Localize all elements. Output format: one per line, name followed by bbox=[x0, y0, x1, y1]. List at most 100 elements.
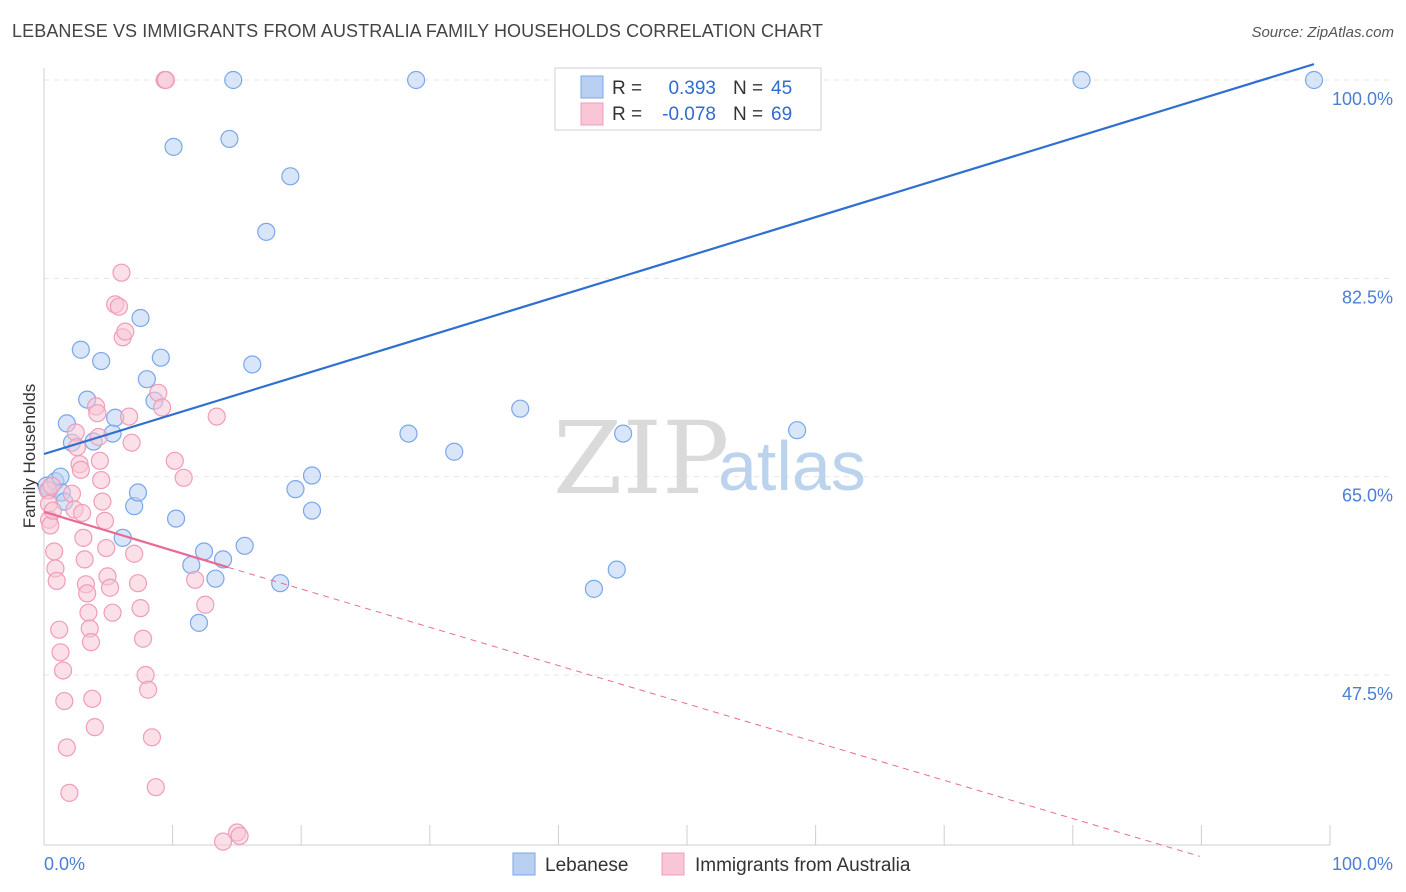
lebanese-point bbox=[407, 70, 426, 90]
australia-point bbox=[45, 542, 64, 561]
lebanese-point bbox=[788, 421, 807, 440]
lebanese-point bbox=[302, 466, 322, 485]
lebanese-point bbox=[164, 137, 183, 156]
australia-trend-extension bbox=[228, 566, 1200, 857]
lebanese-point bbox=[584, 579, 604, 598]
lebanese-point bbox=[131, 308, 150, 328]
lebanese-point bbox=[614, 424, 633, 443]
legend-n-value-1: 45 bbox=[771, 78, 792, 99]
series-lebanese-points bbox=[37, 70, 1324, 632]
x-tick-label-min: 0.0% bbox=[44, 854, 85, 874]
australia-point bbox=[122, 433, 141, 452]
watermark-atlas: atlas bbox=[718, 427, 866, 505]
australia-point bbox=[79, 603, 98, 622]
australia-point bbox=[93, 492, 112, 511]
lebanese-point bbox=[1072, 70, 1091, 90]
series-australia-points bbox=[38, 70, 249, 851]
australia-point bbox=[186, 570, 205, 589]
lebanese-trend-line bbox=[43, 63, 1315, 456]
australia-point bbox=[78, 584, 97, 603]
lebanese-point bbox=[445, 442, 464, 461]
x-tick-label-max: 100.0% bbox=[1332, 854, 1393, 874]
chart-title: LEBANESE VS IMMIGRANTS FROM AUSTRALIA FA… bbox=[12, 21, 824, 41]
legend-swatch-australia bbox=[580, 102, 604, 126]
legend-r-label-2: R = bbox=[612, 104, 642, 125]
australia-point bbox=[100, 578, 120, 597]
australia-point bbox=[83, 689, 102, 708]
australia-point bbox=[88, 404, 107, 423]
legend-n-value-2: 69 bbox=[771, 104, 792, 125]
lebanese-point bbox=[128, 483, 148, 502]
australia-point bbox=[72, 503, 92, 523]
australia-point bbox=[42, 476, 61, 495]
lebanese-point bbox=[271, 574, 290, 593]
lebanese-point bbox=[151, 348, 170, 367]
lebanese-point bbox=[189, 613, 209, 632]
australia-point bbox=[119, 407, 139, 426]
trend-lines bbox=[43, 63, 1315, 857]
bottom-legend-swatch-australia bbox=[661, 852, 685, 876]
australia-trend-line bbox=[43, 510, 229, 569]
source-label: Source: ZipAtlas.com bbox=[1251, 24, 1394, 41]
australia-point bbox=[213, 832, 233, 851]
legend-n-label-2: N = bbox=[733, 104, 763, 125]
lebanese-point bbox=[281, 167, 300, 186]
australia-point bbox=[57, 738, 76, 757]
y-tick-label: 47.5% bbox=[1342, 684, 1393, 704]
australia-point bbox=[47, 571, 66, 591]
y-axis-label: Family Households bbox=[20, 384, 39, 529]
series-legend: Lebanese Immigrants from Australia bbox=[512, 852, 911, 876]
australia-point bbox=[41, 516, 60, 535]
legend-r-label-1: R = bbox=[612, 78, 642, 99]
lebanese-point bbox=[235, 536, 254, 555]
australia-point bbox=[196, 595, 215, 614]
lebanese-point bbox=[92, 351, 111, 371]
legend-r-value-1: 0.393 bbox=[668, 78, 716, 99]
australia-point bbox=[95, 511, 115, 530]
x-axis-ticks bbox=[172, 825, 1331, 845]
lebanese-point bbox=[511, 399, 530, 418]
australia-point bbox=[165, 451, 184, 470]
lebanese-point bbox=[286, 480, 305, 499]
lebanese-point bbox=[302, 501, 322, 520]
australia-point bbox=[74, 528, 93, 547]
australia-point bbox=[153, 398, 172, 417]
australia-point bbox=[60, 783, 79, 802]
lebanese-point bbox=[243, 355, 262, 374]
y-tick-label: 100.0% bbox=[1332, 89, 1393, 109]
australia-point bbox=[85, 718, 104, 737]
legend-r-value-2: -0.078 bbox=[662, 104, 716, 125]
legend-n-label-1: N = bbox=[733, 78, 763, 99]
australia-point bbox=[116, 322, 135, 341]
australia-point bbox=[128, 574, 148, 593]
lebanese-point bbox=[224, 70, 243, 90]
bottom-legend-label-australia: Immigrants from Australia bbox=[695, 855, 911, 876]
bottom-legend-swatch-lebanese bbox=[512, 852, 536, 876]
bottom-legend-label-lebanese: Lebanese bbox=[545, 855, 628, 876]
australia-point bbox=[136, 665, 155, 685]
y-tick-label: 65.0% bbox=[1342, 486, 1393, 506]
australia-point bbox=[75, 550, 94, 569]
australia-point bbox=[207, 407, 226, 426]
australia-point bbox=[109, 297, 129, 316]
australia-point bbox=[112, 263, 131, 282]
australia-point bbox=[230, 826, 249, 846]
australia-point bbox=[103, 603, 122, 622]
australia-point bbox=[133, 629, 153, 648]
australia-point bbox=[90, 451, 109, 470]
australia-point bbox=[146, 778, 165, 797]
australia-point bbox=[53, 661, 73, 680]
australia-point bbox=[92, 470, 111, 490]
y-tick-labels: 47.5% 65.0% 82.5% 100.0% bbox=[1332, 89, 1393, 704]
australia-point bbox=[50, 620, 69, 639]
australia-point bbox=[142, 728, 162, 747]
watermark-zip: ZIP bbox=[553, 400, 729, 517]
australia-point bbox=[174, 468, 193, 487]
lebanese-point bbox=[166, 509, 186, 528]
correlation-legend: R = 0.393 N = 45 R = -0.078 N = 69 bbox=[554, 67, 822, 131]
lebanese-point bbox=[220, 129, 239, 149]
lebanese-point bbox=[71, 340, 90, 359]
australia-point bbox=[131, 599, 150, 618]
y-tick-label: 82.5% bbox=[1342, 287, 1393, 307]
